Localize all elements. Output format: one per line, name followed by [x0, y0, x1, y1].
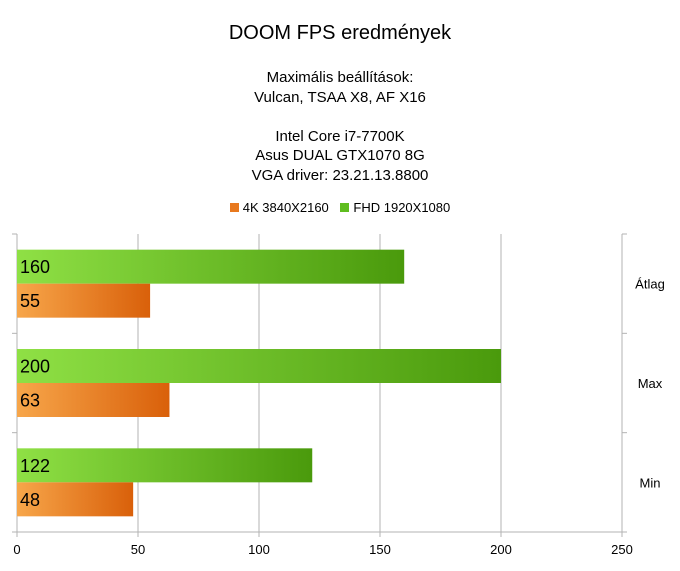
subtitle-line-2: Vulcan, TSAA X8, AF X16 — [254, 88, 426, 106]
bar-label-fhd-2: 122 — [20, 456, 50, 476]
bar-label-fhd-1: 200 — [20, 357, 50, 377]
category-label-1: Max — [638, 376, 663, 391]
subtitle-line-4: Intel Core i7-7700K — [275, 127, 405, 145]
legend-swatch-fhd — [340, 203, 350, 212]
x-tick-label-250: 250 — [611, 542, 633, 557]
bar-label-4k-1: 63 — [20, 391, 40, 411]
subtitle-line-1: Maximális beállítások: — [266, 69, 414, 86]
category-label-0: Átlag — [635, 277, 665, 292]
bar-fhd-1 — [17, 349, 501, 383]
chart-title: DOOM FPS eredmények — [228, 22, 452, 44]
legend-swatch-4k — [229, 203, 239, 212]
legend-label-4k: 4K 3840X2160 — [242, 200, 329, 215]
x-tick-label-200: 200 — [490, 542, 512, 557]
bar-4k-0 — [17, 283, 151, 318]
bar-label-4k-2: 48 — [20, 490, 40, 510]
bars: 160 55 200 63 122 48 — [17, 249, 501, 517]
legend-item-fhd: FHD 1920X1080 — [340, 200, 450, 215]
x-tick-label-50: 50 — [131, 542, 145, 557]
x-tick-label-150: 150 — [369, 542, 391, 557]
bar-fhd-2 — [17, 448, 313, 483]
axes: 0 50 100 150 200 250 Átlag Max Min — [13, 277, 664, 557]
bar-label-4k-0: 55 — [20, 291, 40, 311]
subtitle-line-6: VGA driver: 23.21.13.8800 — [251, 166, 429, 184]
bar-4k-1 — [17, 383, 170, 417]
subtitle-line-5: Asus DUAL GTX1070 8G — [255, 147, 425, 164]
bar-label-fhd-0: 160 — [20, 257, 50, 277]
legend: 4K 3840X2160 FHD 1920X1080 — [0, 200, 680, 215]
x-tick-label-0: 0 — [13, 542, 20, 557]
legend-item-4k: 4K 3840X2160 — [229, 200, 329, 215]
category-label-2: Min — [640, 475, 661, 490]
bar-4k-2 — [17, 482, 134, 517]
legend-label-fhd: FHD 1920X1080 — [353, 200, 451, 215]
x-tick-label-100: 100 — [248, 542, 270, 557]
bar-fhd-0 — [17, 249, 405, 284]
